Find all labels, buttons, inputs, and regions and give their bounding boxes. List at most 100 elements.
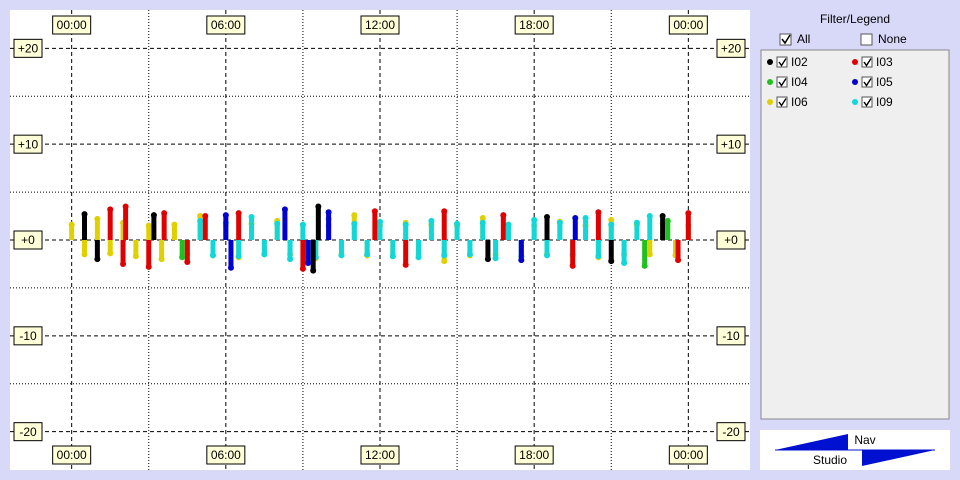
legend-checkbox[interactable] [861, 76, 873, 88]
dot [197, 213, 204, 220]
dot [572, 214, 579, 221]
data-point [197, 217, 204, 240]
marks [68, 203, 692, 274]
dot [518, 257, 525, 264]
dot [621, 260, 628, 266]
dot [107, 250, 114, 257]
legend-checkbox[interactable] [861, 56, 873, 68]
dot [310, 267, 317, 274]
tick-box [13, 326, 43, 346]
data-point [608, 221, 615, 240]
all-label[interactable]: All [797, 32, 810, 46]
dot [351, 212, 358, 219]
data-point [81, 240, 88, 258]
dot [371, 208, 378, 215]
dot [428, 217, 435, 224]
grid [10, 10, 750, 470]
dot [492, 255, 499, 262]
data-point [107, 240, 114, 257]
dot [338, 252, 345, 259]
tick-box [360, 15, 400, 35]
data-point [248, 214, 255, 240]
data-point [479, 219, 486, 240]
dot [659, 213, 666, 220]
dot [150, 212, 157, 219]
nav-label[interactable]: Nav [854, 433, 875, 447]
data-point [281, 206, 288, 240]
dot [646, 213, 653, 220]
legend-checkbox[interactable] [776, 96, 788, 108]
data-point [685, 210, 692, 240]
data-point [664, 217, 671, 240]
legend-swatch [852, 59, 858, 65]
legend-label[interactable]: I02 [791, 55, 808, 69]
y-tick-label: +10 [18, 137, 39, 151]
legend-label[interactable]: I03 [876, 55, 893, 69]
dot [94, 256, 101, 263]
data-point [202, 213, 209, 240]
dot [315, 203, 322, 210]
check [863, 78, 872, 87]
x-tick-label: 12:00 [365, 448, 395, 462]
dot [402, 261, 409, 268]
tick-box [716, 422, 746, 442]
data-point [107, 206, 114, 240]
legend-title: Filter/Legend [820, 12, 890, 26]
legend-checkbox[interactable] [861, 96, 873, 108]
legend-checkbox[interactable] [776, 56, 788, 68]
y-tick-label: -20 [722, 425, 740, 439]
dot [351, 220, 358, 227]
y-tick-label: +0 [21, 233, 35, 247]
legend-label[interactable]: I05 [876, 75, 893, 89]
dot [484, 256, 491, 263]
tick-box [52, 445, 92, 465]
data-point [68, 221, 75, 240]
dot [500, 212, 507, 219]
none-label[interactable]: None [878, 32, 907, 46]
dot [595, 253, 602, 260]
data-point [500, 212, 507, 240]
data-point [120, 240, 127, 267]
legend-label[interactable]: I06 [791, 95, 808, 109]
x-tick-label: 12:00 [365, 18, 395, 32]
dot [235, 210, 242, 217]
dot [184, 259, 191, 266]
checkbox-all[interactable] [779, 33, 792, 46]
check [778, 78, 787, 87]
dot [441, 258, 448, 265]
y-tick-label: +20 [18, 42, 39, 56]
check [863, 98, 872, 107]
data-point [299, 221, 306, 240]
dot [479, 219, 486, 226]
dot [122, 203, 129, 210]
studio-label[interactable]: Studio [813, 453, 847, 467]
dot [582, 214, 589, 221]
dot [145, 263, 152, 270]
tick-box [716, 134, 746, 154]
data-point [377, 218, 383, 240]
legend-label[interactable]: I04 [791, 75, 808, 89]
checkbox-none[interactable] [860, 33, 873, 46]
legend-label[interactable]: I09 [876, 95, 893, 109]
legend-checkbox[interactable] [776, 76, 788, 88]
tick-box [668, 445, 708, 465]
data-point [544, 240, 551, 259]
data-point [150, 212, 157, 240]
legend-swatch [852, 79, 858, 85]
y-tick-label: +0 [724, 233, 738, 247]
data-point [81, 211, 88, 240]
tick-box [52, 15, 92, 35]
x-tick-label: 18:00 [519, 18, 549, 32]
dot [171, 221, 178, 228]
dot [222, 212, 229, 219]
dot [261, 251, 268, 258]
data-point [595, 240, 602, 260]
data-point [402, 240, 409, 268]
ticks: 00:00 00:00 06:00 06:00 12:00 12:00 18:00 18:00… [13, 15, 746, 465]
dot [281, 206, 288, 213]
dot [569, 262, 576, 269]
dot [454, 220, 461, 227]
data-point [415, 240, 422, 261]
dot [81, 251, 88, 258]
data-point [235, 210, 242, 240]
